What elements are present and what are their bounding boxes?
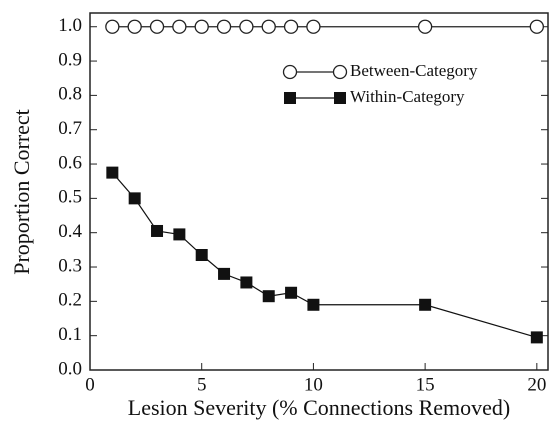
y-tick-label: 0.8 [58, 84, 82, 105]
plot-frame [89, 12, 549, 371]
data-point [172, 19, 187, 34]
data-point [151, 224, 164, 237]
data-point [283, 19, 299, 34]
x-tick-label: 5 [197, 374, 207, 395]
data-point [239, 19, 254, 34]
data-point [285, 286, 298, 299]
data-point [307, 298, 320, 311]
y-tick-label: 1.0 [58, 15, 82, 36]
data-point [173, 228, 186, 241]
data-point [127, 19, 142, 34]
data-point [419, 298, 432, 311]
x-axis-label: Lesion Severity (% Connections Removed) [128, 395, 510, 420]
data-point [216, 19, 232, 34]
y-tick-label: 0.1 [58, 324, 82, 345]
series-line [111, 172, 537, 338]
data-point [106, 166, 119, 179]
data-point [240, 276, 253, 289]
data-point [105, 19, 120, 34]
legend-marker [282, 64, 298, 80]
data-point [194, 19, 209, 34]
data-point [195, 249, 208, 262]
x-tick-label: 10 [304, 374, 323, 395]
data-point [262, 290, 275, 303]
legend-marker [334, 92, 346, 104]
y-tick-label: 0.9 [58, 49, 82, 70]
x-tick-label: 15 [416, 374, 435, 395]
data-point [149, 19, 165, 34]
y-axis-label: Proportion Correct [9, 109, 34, 275]
y-tick-label: 0.2 [58, 290, 82, 311]
legend-label: Within-Category [350, 87, 465, 106]
legend-marker [284, 92, 296, 104]
data-point [306, 19, 321, 34]
data-point [529, 19, 544, 34]
legend-label: Between-Category [350, 61, 478, 80]
data-point [417, 19, 433, 34]
data-point [218, 267, 231, 280]
legend-marker [332, 64, 348, 80]
y-tick-label: 0.0 [58, 358, 82, 379]
y-tick-label: 0.6 [58, 152, 82, 173]
y-tick-label: 0.3 [58, 255, 82, 276]
y-tick-label: 0.7 [58, 118, 82, 139]
x-tick-label: 20 [527, 374, 546, 395]
y-tick-label: 0.4 [58, 221, 82, 242]
data-point [261, 19, 276, 34]
data-point [530, 331, 543, 344]
y-tick-label: 0.5 [58, 187, 82, 208]
data-point [128, 192, 141, 205]
x-tick-label: 0 [85, 374, 95, 395]
